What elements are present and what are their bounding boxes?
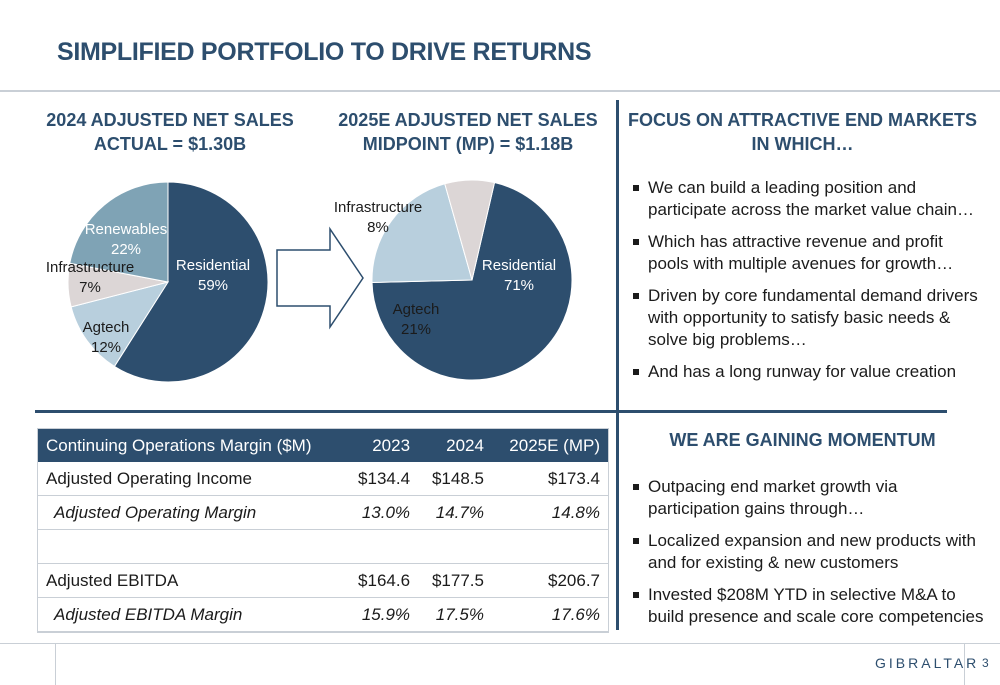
pie-label-name: Agtech bbox=[393, 301, 440, 318]
table-row: Adjusted EBITDA $164.6 $177.5 $206.7 bbox=[38, 563, 608, 598]
page-number: 3 bbox=[982, 656, 989, 670]
pie-label-value: 71% bbox=[504, 277, 534, 294]
table-cell: $164.6 bbox=[344, 563, 419, 598]
pie-label-name: Renewables bbox=[85, 221, 168, 238]
footer-divider bbox=[0, 643, 1000, 644]
table-cell: 17.5% bbox=[418, 597, 492, 632]
momentum-bullet: Outpacing end market growth via particip… bbox=[632, 476, 992, 520]
table-row: Adjusted Operating Income $134.4 $148.5 … bbox=[38, 462, 608, 496]
table-cell: 13.0% bbox=[344, 495, 419, 530]
table-cell: 15.9% bbox=[344, 597, 419, 632]
right-arrow-icon bbox=[276, 226, 364, 330]
table-row-spacer bbox=[38, 529, 608, 564]
vertical-divider bbox=[616, 100, 619, 630]
pie-slice-renewables bbox=[69, 181, 169, 283]
pie-slice-infrastructure bbox=[444, 179, 496, 281]
table-cell: Adjusted EBITDA Margin bbox=[38, 597, 345, 632]
pie-label-value: 8% bbox=[367, 219, 389, 236]
table-cell: 14.8% bbox=[491, 495, 608, 530]
table-cell: $134.4 bbox=[344, 462, 419, 496]
focus-title-line1: FOCUS ON ATTRACTIVE END MARKETS bbox=[628, 110, 977, 130]
table-cell: Adjusted Operating Income bbox=[38, 462, 345, 496]
pie-label-name: Infrastructure bbox=[334, 199, 422, 216]
chart-2024-title: 2024 ADJUSTED NET SALES ACTUAL = $1.30B bbox=[20, 108, 320, 156]
chart-2024-title-line2: ACTUAL = $1.30B bbox=[93, 134, 247, 154]
focus-bullet: Driven by core fundamental demand driver… bbox=[632, 285, 982, 351]
pie-slice-residential bbox=[113, 181, 269, 383]
footer-tick bbox=[55, 643, 56, 685]
table-cell: Adjusted EBITDA bbox=[38, 563, 345, 598]
pie-slice-agtech bbox=[70, 281, 170, 368]
table-cell bbox=[491, 529, 608, 564]
pie-charts: Residential 59% Agtech 12% Infrastructure 7% R… bbox=[46, 179, 573, 383]
pie-label-value: 59% bbox=[198, 277, 228, 294]
focus-bullet: And has a long runway for value creation bbox=[632, 361, 982, 383]
title-divider bbox=[0, 90, 1000, 92]
momentum-bullet: Localized expansion and new products wit… bbox=[632, 530, 992, 574]
chart-2025-title-line1: 2025E ADJUSTED NET SALES bbox=[338, 110, 598, 130]
chart-2024-title-line1: 2024 ADJUSTED NET SALES bbox=[46, 110, 294, 130]
table-cell bbox=[344, 529, 419, 564]
page-title: SIMPLIFIED PORTFOLIO TO DRIVE RETURNS bbox=[57, 38, 592, 66]
pie-slice-residential bbox=[371, 181, 573, 381]
pie-chart-2025: Residential 71% Agtech 21% Infrastructure 8% bbox=[334, 179, 573, 381]
focus-bullet: We can build a leading position and part… bbox=[632, 177, 982, 221]
brand-logo: GIBRALTAR bbox=[875, 655, 980, 671]
table-header-row: Continuing Operations Margin ($M) 2023 2… bbox=[38, 429, 608, 462]
focus-bullets: We can build a leading position and part… bbox=[632, 177, 982, 393]
table-header-cell: 2023 bbox=[344, 429, 419, 462]
pie-label-value: 21% bbox=[401, 321, 431, 338]
chart-2025-title-line2: MIDPOINT (MP) = $1.18B bbox=[362, 134, 574, 154]
pie-label-value: 22% bbox=[111, 241, 141, 258]
momentum-bullets: Outpacing end market growth via particip… bbox=[632, 476, 992, 638]
table-header-cell: Continuing Operations Margin ($M) bbox=[38, 429, 345, 462]
pie-chart-2024: Residential 59% Agtech 12% Infrastructure 7% R… bbox=[46, 181, 269, 383]
table-cell bbox=[38, 529, 345, 564]
focus-bullet: Which has attractive revenue and profit … bbox=[632, 231, 982, 275]
table-cell: 17.6% bbox=[491, 597, 608, 632]
table-header-cell: 2025E (MP) bbox=[491, 429, 608, 462]
pie-slice-agtech bbox=[371, 183, 473, 283]
pie-label-value: 7% bbox=[79, 279, 101, 296]
footer-tick bbox=[964, 643, 965, 685]
focus-title: FOCUS ON ATTRACTIVE END MARKETS IN WHICH… bbox=[625, 108, 980, 156]
pie-label-value: 12% bbox=[91, 339, 121, 356]
margin-table: Continuing Operations Margin ($M) 2023 2… bbox=[37, 428, 609, 633]
table-row: Adjusted Operating Margin 13.0% 14.7% 14… bbox=[38, 495, 608, 530]
momentum-title: WE ARE GAINING MOMENTUM bbox=[669, 430, 936, 450]
table-cell: $206.7 bbox=[491, 563, 608, 598]
table-cell: $173.4 bbox=[491, 462, 608, 496]
table-cell: 14.7% bbox=[418, 495, 492, 530]
table-header-cell: 2024 bbox=[418, 429, 492, 462]
chart-2025-title: 2025E ADJUSTED NET SALES MIDPOINT (MP) =… bbox=[318, 108, 618, 156]
pie-label-name: Infrastructure bbox=[46, 259, 134, 276]
pie-label-name: Agtech bbox=[83, 319, 130, 336]
pie-label-name: Residential bbox=[176, 257, 250, 274]
table-cell: $177.5 bbox=[418, 563, 492, 598]
focus-title-line2: IN WHICH… bbox=[751, 134, 854, 154]
pie-label-name: Residential bbox=[482, 257, 556, 274]
momentum-bullet: Invested $208M YTD in selective M&A to b… bbox=[632, 584, 992, 628]
table-row: Adjusted EBITDA Margin 15.9% 17.5% 17.6% bbox=[38, 597, 608, 632]
table-cell: Adjusted Operating Margin bbox=[38, 495, 345, 530]
table-cell: $148.5 bbox=[418, 462, 492, 496]
table-cell bbox=[418, 529, 492, 564]
horizontal-divider bbox=[35, 410, 947, 413]
